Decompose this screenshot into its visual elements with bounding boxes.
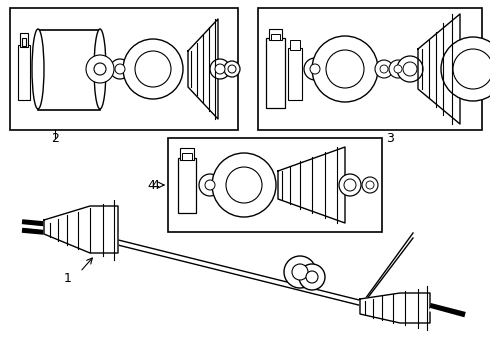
Bar (10, 8, 238, 130)
Bar (271, 34, 280, 40)
Polygon shape (360, 293, 430, 323)
Ellipse shape (32, 29, 44, 109)
Polygon shape (418, 14, 460, 124)
Circle shape (199, 174, 221, 196)
Circle shape (453, 49, 490, 89)
Bar (288, 48, 302, 100)
Polygon shape (44, 206, 118, 253)
Circle shape (304, 58, 326, 80)
Circle shape (299, 264, 325, 290)
Circle shape (312, 36, 378, 102)
Circle shape (362, 177, 378, 193)
Polygon shape (188, 19, 218, 119)
Circle shape (380, 65, 388, 73)
Circle shape (212, 153, 276, 217)
Circle shape (115, 64, 125, 74)
Bar (290, 40, 300, 50)
Text: 3: 3 (386, 131, 394, 144)
Bar (38, 30, 100, 110)
Bar (258, 8, 482, 130)
Circle shape (403, 62, 417, 76)
Text: 4: 4 (151, 179, 159, 192)
Circle shape (135, 51, 171, 87)
Circle shape (210, 59, 230, 79)
Bar (269, 29, 282, 40)
Bar (180, 148, 194, 160)
Bar (18, 45, 30, 100)
Circle shape (310, 64, 320, 74)
Bar (266, 38, 285, 108)
Circle shape (292, 264, 308, 280)
Circle shape (441, 37, 490, 101)
Circle shape (86, 55, 114, 83)
Circle shape (339, 174, 361, 196)
Circle shape (228, 65, 236, 73)
Circle shape (224, 61, 240, 77)
Circle shape (366, 181, 374, 189)
Circle shape (389, 60, 407, 78)
Circle shape (215, 64, 225, 74)
Polygon shape (278, 147, 345, 223)
Text: 2: 2 (51, 131, 59, 144)
Bar (168, 138, 382, 232)
Circle shape (394, 65, 402, 73)
Circle shape (306, 271, 318, 283)
Circle shape (205, 180, 215, 190)
Ellipse shape (94, 29, 106, 109)
Circle shape (110, 59, 130, 79)
Circle shape (326, 50, 364, 88)
Bar (20, 33, 28, 47)
Circle shape (123, 39, 183, 99)
Circle shape (284, 256, 316, 288)
Bar (178, 158, 196, 213)
Text: 4: 4 (147, 179, 155, 192)
Circle shape (397, 56, 423, 82)
Circle shape (344, 179, 356, 191)
Circle shape (375, 60, 393, 78)
Circle shape (94, 63, 106, 75)
Text: 1: 1 (64, 271, 72, 284)
Bar (22, 38, 26, 46)
Bar (182, 153, 192, 160)
Circle shape (226, 167, 262, 203)
